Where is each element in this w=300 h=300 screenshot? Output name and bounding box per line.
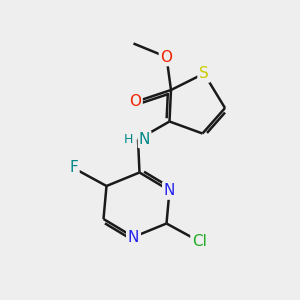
Text: N: N: [128, 230, 139, 244]
Text: N: N: [139, 132, 150, 147]
Text: Cl: Cl: [192, 234, 207, 249]
Text: O: O: [160, 50, 172, 64]
Text: H: H: [124, 133, 133, 146]
Text: O: O: [129, 94, 141, 110]
Text: N: N: [164, 183, 175, 198]
Text: S: S: [199, 66, 209, 81]
Text: F: F: [69, 160, 78, 175]
